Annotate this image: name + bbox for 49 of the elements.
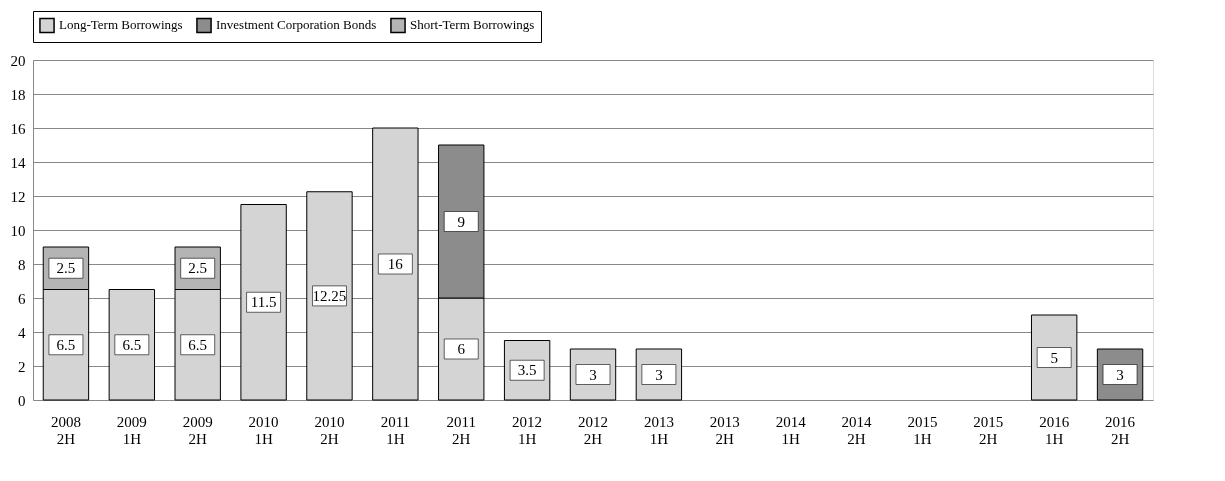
x-tick-label: 2013 1H <box>643 413 674 447</box>
data-label: 3.5 <box>517 362 537 379</box>
x-tick-label: 2008 2H <box>50 413 81 447</box>
x-tick-label: 2015 2H <box>973 413 1004 447</box>
x-tick-label: 2009 2H <box>182 413 213 447</box>
x-tick-label: 2011 2H <box>446 413 476 447</box>
y-tick-label: 18 <box>10 86 26 103</box>
data-label: 11.5 <box>250 294 277 311</box>
y-tick-label: 8 <box>18 256 26 273</box>
data-label: 2.5 <box>188 260 208 277</box>
legend-label: Long-Term Borrowings <box>59 17 183 33</box>
y-tick-label: 20 <box>10 52 26 69</box>
data-label: 3 <box>589 366 597 383</box>
x-tick-label: 2014 2H <box>841 413 873 447</box>
data-label: 6.5 <box>56 336 76 353</box>
y-tick-label: 10 <box>10 222 26 239</box>
data-label: 2.5 <box>56 260 76 277</box>
data-label: 3 <box>655 366 663 383</box>
data-label: 6.5 <box>122 336 142 353</box>
legend-label: Investment Corporation Bonds <box>216 17 377 33</box>
y-tick-label: 6 <box>18 290 26 307</box>
legend-label: Short-Term Borrowings <box>410 17 535 33</box>
y-tick-label: 12 <box>10 188 26 205</box>
x-tick-label: 2011 1H <box>380 413 411 447</box>
y-tick-label: 16 <box>10 120 26 137</box>
x-tick-label: 2015 1H <box>907 413 938 447</box>
data-label: 9 <box>457 213 465 230</box>
data-label: 5 <box>1050 349 1058 366</box>
x-tick-label: 2016 1H <box>1039 413 1070 447</box>
x-tick-label: 2014 1H <box>775 413 807 447</box>
x-tick-label: 2016 2H <box>1105 413 1136 447</box>
data-label: 12.25 <box>312 287 347 304</box>
x-tick-label: 2012 1H <box>512 413 543 447</box>
data-label: 3 <box>1116 366 1124 383</box>
x-tick-label: 2010 2H <box>314 413 345 447</box>
data-label: 6 <box>457 341 466 357</box>
bar <box>240 204 287 401</box>
y-tick-label: 14 <box>10 154 26 171</box>
y-tick-label: 2 <box>18 358 26 375</box>
data-label: 16 <box>387 256 404 272</box>
x-tick-label: 2009 1H <box>116 413 147 447</box>
x-tick-label: 2013 2H <box>709 413 740 447</box>
y-tick-label: 0 <box>18 392 26 409</box>
x-tick-label: 2012 2H <box>578 413 608 447</box>
data-label: 6.5 <box>188 336 208 353</box>
bar <box>306 191 353 401</box>
x-tick-label: 2010 1H <box>248 413 279 447</box>
bar <box>372 127 419 401</box>
y-tick-label: 4 <box>18 324 26 341</box>
